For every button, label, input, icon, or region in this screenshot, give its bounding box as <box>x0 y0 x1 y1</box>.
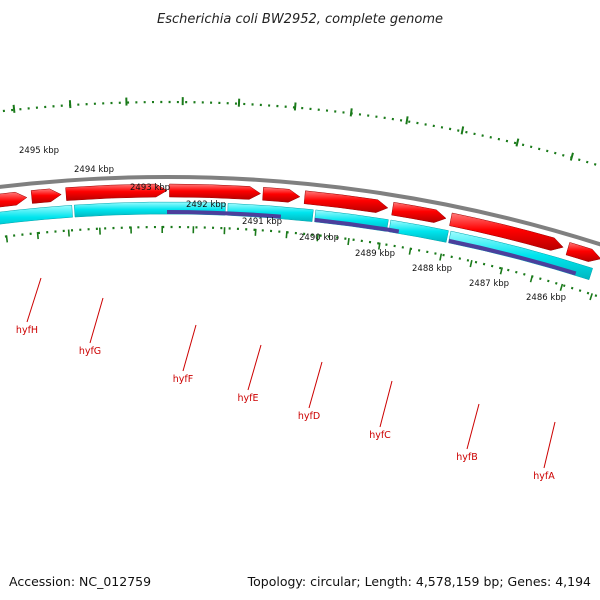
gene-label-hyfc: hyfC <box>369 430 391 441</box>
kbp-label: 2492 kbp <box>186 200 226 210</box>
ruler-tick <box>405 116 409 125</box>
ruler-tick <box>68 100 72 109</box>
gene-arrow <box>565 242 600 262</box>
kbp-label: 2486 kbp <box>526 293 566 303</box>
gene-label-hyfb: hyfB <box>456 452 478 463</box>
gene-label-hyfh: hyfH <box>16 325 38 336</box>
map-title: Escherichia coli BW2952, complete genome <box>157 12 443 27</box>
inner-ruler-tick <box>589 293 593 301</box>
label-leader <box>26 277 42 323</box>
gene-label-hyfg: hyfG <box>79 346 101 357</box>
genome-summary-text: Topology: circular; Length: 4,578,159 bp… <box>247 574 591 589</box>
label-leader <box>543 421 556 469</box>
gene-arrow <box>0 191 28 208</box>
ruler-dots <box>0 100 600 168</box>
ruler-tick <box>12 104 16 113</box>
backbone-ring <box>0 175 600 247</box>
kbp-label: 2494 kbp <box>74 165 114 175</box>
kbp-label: 2495 kbp <box>19 146 59 156</box>
label-leader <box>247 344 262 391</box>
inner-ruler-tick <box>559 283 564 291</box>
gene-arrow <box>303 190 389 213</box>
inner-ruler-tick <box>316 234 319 242</box>
gene-label-hyff: hyfF <box>173 374 193 385</box>
kbp-label: 2491 kbp <box>242 217 282 227</box>
gene-label-hyfa: hyfA <box>533 471 555 482</box>
inner-ruler-tick <box>36 232 39 240</box>
gene-arrow <box>262 187 301 203</box>
gene-arrow <box>30 188 62 204</box>
gene-label-hyfe: hyfE <box>238 393 259 404</box>
feature-block <box>314 217 400 234</box>
cds-block <box>227 203 314 222</box>
inner-ruler-tick <box>285 231 288 239</box>
gene-arrow <box>169 183 262 200</box>
cds-block <box>0 204 73 225</box>
kbp-label: 2487 kbp <box>469 279 509 289</box>
ruler-tick <box>293 102 297 111</box>
ruler-tick <box>515 138 520 147</box>
inner-ruler-tick <box>529 275 534 283</box>
cds-block <box>388 219 449 243</box>
inner-ruler-tick <box>378 242 381 250</box>
ruler-tick <box>349 108 353 117</box>
track-layer <box>0 97 600 469</box>
inner-ruler-tick <box>5 235 9 243</box>
kbp-label: 2493 kbp <box>130 183 170 193</box>
gene-arrow <box>449 212 564 251</box>
ruler-tick <box>569 152 574 161</box>
kbp-label: 2490 kbp <box>299 233 339 243</box>
ruler-tick <box>460 126 465 135</box>
kbp-label: 2488 kbp <box>412 264 452 274</box>
inner-ruler-tick <box>439 253 443 261</box>
feature-block <box>167 210 282 219</box>
inner-ruler-tick <box>408 247 412 255</box>
gene-labels: hyfH hyfG hyfF hyfE hyfD hyfC hyfB hyfA <box>16 325 555 482</box>
inner-ruler-tick <box>499 267 503 275</box>
gene-arrow <box>65 183 168 201</box>
feature-block <box>448 238 577 276</box>
gene-label-hyfd: hyfD <box>298 411 320 422</box>
kbp-labels: 2495 kbp 2494 kbp 2493 kbp 2492 kbp 2491… <box>19 146 566 303</box>
label-leader <box>379 380 393 428</box>
label-leader <box>466 403 480 450</box>
kbp-label: 2489 kbp <box>355 249 395 259</box>
inner-ruler-tick <box>469 260 473 268</box>
label-leader <box>308 361 323 409</box>
label-leader <box>182 324 197 372</box>
gene-arrow <box>391 201 447 223</box>
inner-ruler-tick <box>347 237 350 246</box>
label-leader <box>89 297 104 344</box>
accession-text: Accession: NC_012759 <box>9 574 151 589</box>
inner-ruler-tick <box>67 229 70 237</box>
